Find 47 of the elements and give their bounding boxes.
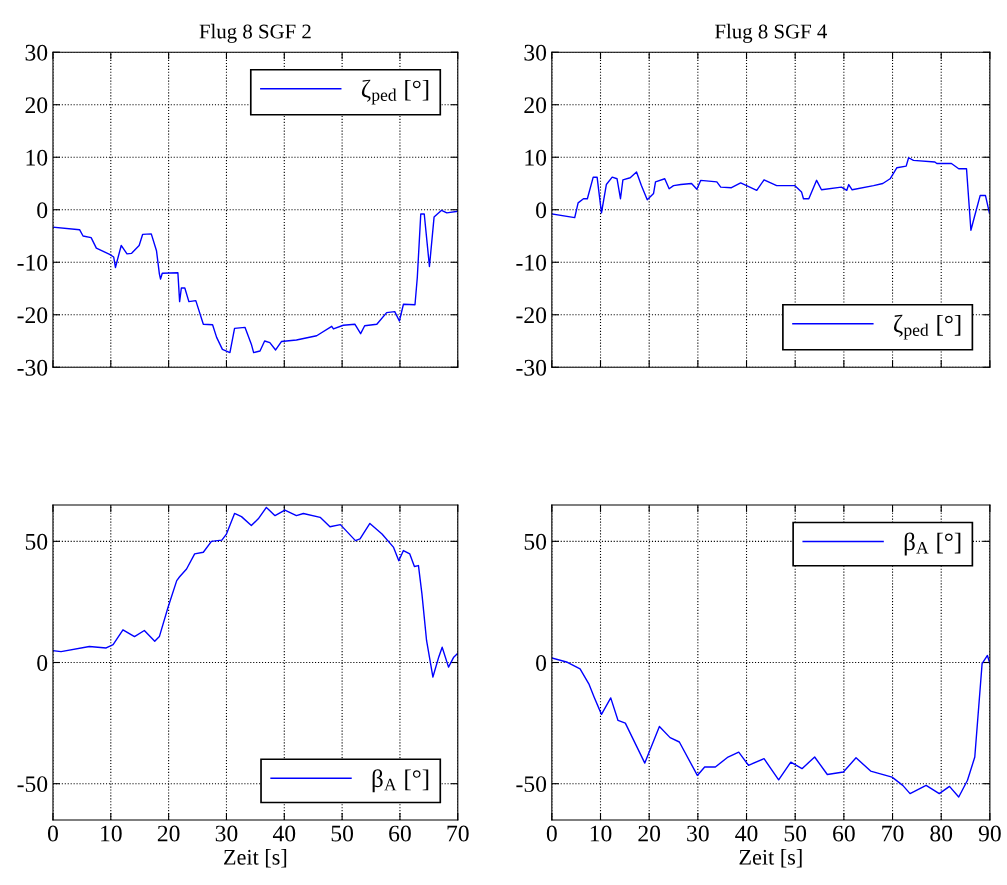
x-tick-label: 70 xyxy=(447,825,469,842)
y-tick-label: -20 xyxy=(17,307,48,324)
y-tick-label: -30 xyxy=(516,359,547,376)
x-tick-label: 40 xyxy=(272,825,296,842)
legend-label: β$_{A}$ [°] xyxy=(372,769,429,793)
y-tick-label: 30 xyxy=(524,44,547,61)
x-tick-label: 50 xyxy=(331,825,354,842)
line-series xyxy=(52,209,458,354)
y-tick-label: -30 xyxy=(17,359,48,376)
x-tick-label: 70 xyxy=(882,825,904,842)
chart-title: Flug 8 SGF 4 xyxy=(715,23,827,43)
y-tick-label: 0 xyxy=(37,202,48,219)
y-tick-label: 20 xyxy=(25,97,48,114)
line-series xyxy=(551,654,990,798)
y-tick-label: -10 xyxy=(516,254,547,271)
legend-label: β$_{A}$ [°] xyxy=(904,532,961,556)
x-tick-label: 10 xyxy=(590,825,612,842)
x-tick-label: 60 xyxy=(389,825,411,842)
x-tick-label: 30 xyxy=(215,825,238,842)
y-tick-label: 0 xyxy=(536,202,547,219)
legend-label: ζ$_{ped}$ [°] xyxy=(893,314,961,340)
x-tick-label: 20 xyxy=(157,825,180,842)
y-tick-label: -50 xyxy=(17,776,48,793)
legend-label: ζ$_{ped}$ [°] xyxy=(361,79,429,105)
x-tick-label: 10 xyxy=(101,825,122,842)
y-tick-label: 30 xyxy=(25,44,48,61)
x-tick-label: 40 xyxy=(735,825,758,842)
x-tick-label: 30 xyxy=(687,825,709,842)
x-tick-label: 60 xyxy=(833,825,855,842)
y-tick-label: -20 xyxy=(516,307,547,324)
y-tick-label: 0 xyxy=(536,655,547,671)
y-tick-label: -50 xyxy=(516,776,547,793)
x-axis-title: Zeit [s] xyxy=(224,849,287,868)
x-axis-title: Zeit [s] xyxy=(739,849,802,868)
chart-title: Flug 8 SGF 2 xyxy=(199,23,311,43)
x-tick-label: 20 xyxy=(638,825,661,842)
y-tick-label: -10 xyxy=(17,254,48,271)
y-tick-label: 10 xyxy=(525,149,547,166)
y-tick-label: 0 xyxy=(37,655,48,671)
x-tick-label: 80 xyxy=(930,825,953,842)
y-tick-label: 10 xyxy=(26,149,48,166)
y-tick-label: 50 xyxy=(25,533,48,550)
x-tick-label: 50 xyxy=(784,825,807,842)
line-series xyxy=(551,157,990,231)
x-tick-label: 90 xyxy=(978,825,1001,842)
y-tick-label: 20 xyxy=(524,97,547,114)
y-tick-label: 50 xyxy=(524,533,547,550)
